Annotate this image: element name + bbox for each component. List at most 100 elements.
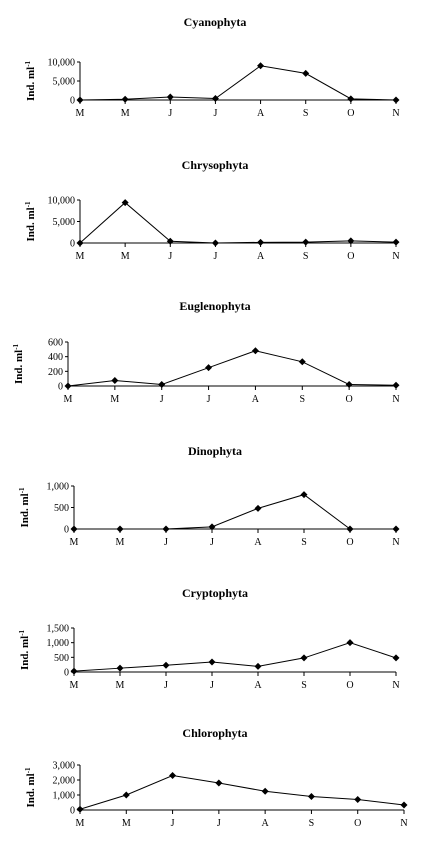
y-axis-label-superscript: -1 [18, 629, 26, 635]
y-tick-label: 400 [48, 352, 63, 363]
y-axis-label: Ind. ml-1 [24, 60, 37, 101]
chart-title: Cyanophyta [184, 15, 247, 29]
y-tick-label: 600 [48, 338, 63, 349]
y-axis-label-text: Ind. ml [19, 636, 31, 670]
data-point-marker [162, 661, 170, 669]
data-point-marker [392, 525, 400, 533]
y-tick-label: 5,000 [53, 217, 76, 228]
data-point-marker [116, 664, 124, 672]
y-axis-label: Ind. ml-1 [18, 629, 31, 670]
x-tick-label: O [354, 818, 361, 829]
chart-panel-3: Euglenophyta Ind. ml-1 0 200 400 600 M M J J A S O N [12, 299, 400, 405]
x-tick-label: A [254, 680, 262, 691]
y-tick-label: 10,000 [48, 196, 76, 207]
x-tick-label: M [64, 394, 73, 405]
x-tick-label: A [257, 108, 265, 119]
data-point-marker [116, 525, 124, 533]
x-tick-label: J [160, 394, 164, 405]
x-tick-label: S [300, 394, 306, 405]
y-axis-label-text: Ind. ml [25, 773, 37, 807]
x-tick-label: O [346, 394, 353, 405]
x-tick-label: O [346, 537, 353, 548]
x-tick-label: J [217, 818, 221, 829]
data-point-marker [254, 504, 262, 512]
y-axis-label-text: Ind. ml [25, 67, 37, 101]
data-point-marker [251, 347, 259, 355]
data-point-marker [158, 381, 166, 389]
data-point-marker [211, 239, 219, 247]
data-point-marker [302, 69, 310, 77]
chart-panel-4: Dinophyta Ind. ml-1 0 500 1,000 M M J J A S O N [18, 444, 400, 548]
x-tick-label: M [76, 251, 85, 262]
series-line [79, 65, 397, 101]
data-point-marker [76, 239, 84, 247]
data-point-marker [166, 93, 174, 101]
y-tick-label: 1,000 [47, 638, 70, 649]
chart-title: Cryptophyta [182, 586, 248, 600]
x-tick-label: J [213, 251, 217, 262]
x-tick-label: M [70, 537, 79, 548]
data-point-marker [169, 772, 177, 779]
data-point-marker [121, 199, 129, 207]
data-point-marker [298, 358, 306, 366]
data-point-marker [70, 667, 78, 675]
series-line [74, 494, 396, 530]
chart-panel-1: Cyanophyta Ind. ml-1 0 5,000 10,000 M M J J A S O N [24, 15, 400, 119]
data-point-marker [345, 381, 353, 389]
y-axis-label-superscript: -1 [24, 767, 32, 773]
x-tick-label: N [392, 251, 399, 262]
x-tick-label: M [122, 818, 131, 829]
y-axis-label: Ind. ml-1 [18, 487, 31, 528]
x-tick-label: O [346, 680, 353, 691]
data-point-marker [254, 662, 262, 670]
x-tick-label: M [121, 251, 130, 262]
data-point-marker [64, 382, 72, 390]
data-point-marker [354, 796, 362, 803]
y-axis-label-text: Ind. ml [25, 207, 37, 241]
y-tick-label: 5,000 [53, 77, 76, 88]
x-tick-label: N [392, 108, 399, 119]
x-tick-label: S [303, 251, 309, 262]
x-tick-label: J [168, 108, 172, 119]
x-tick-label: N [392, 394, 399, 405]
data-point-marker [76, 805, 84, 813]
series-line [73, 642, 397, 672]
x-tick-label: O [347, 108, 354, 119]
y-tick-label: 10,000 [48, 58, 76, 69]
data-point-marker [166, 237, 174, 245]
y-tick-label: 0 [70, 806, 75, 817]
data-point-marker [111, 377, 119, 384]
data-point-marker [346, 639, 354, 647]
y-axis-label: Ind. ml-1 [24, 201, 37, 242]
x-tick-label: J [168, 251, 172, 262]
data-point-marker [76, 96, 84, 104]
series-line [67, 350, 397, 387]
x-tick-label: M [70, 680, 79, 691]
data-point-marker [400, 801, 408, 809]
x-tick-label: J [207, 394, 211, 405]
chart-panel-5: Cryptophyta Ind. ml-1 0 500 1,000 1,500 M M J J A S… [18, 586, 400, 691]
x-tick-label: O [347, 251, 354, 262]
chart-panel-6: Chlorophyta Ind. ml-1 0 1,000 2,000 3,000 M M J J… [24, 726, 408, 829]
data-point-marker [211, 94, 219, 102]
data-point-marker [162, 525, 170, 533]
x-tick-label: J [210, 680, 214, 691]
x-tick-label: J [210, 537, 214, 548]
x-tick-label: M [116, 680, 125, 691]
y-axis-label-superscript: -1 [24, 201, 32, 207]
y-tick-label: 0 [64, 525, 69, 536]
y-tick-label: 1,000 [53, 791, 76, 802]
series-line [79, 201, 397, 244]
x-tick-label: N [400, 818, 407, 829]
data-point-marker [346, 525, 354, 533]
y-tick-label: 0 [70, 96, 75, 107]
data-point-marker [121, 95, 129, 103]
chart-panel-2: Chrysophyta Ind. ml-1 0 5,000 10,000 M M J J A S O N [24, 158, 400, 262]
y-axis-label-superscript: -1 [12, 343, 20, 349]
data-point-marker [392, 96, 400, 104]
x-tick-label: S [301, 680, 307, 691]
data-point-marker [347, 95, 355, 103]
y-tick-label: 200 [48, 367, 63, 378]
chart-title: Chlorophyta [182, 726, 247, 740]
data-point-marker [392, 238, 400, 246]
